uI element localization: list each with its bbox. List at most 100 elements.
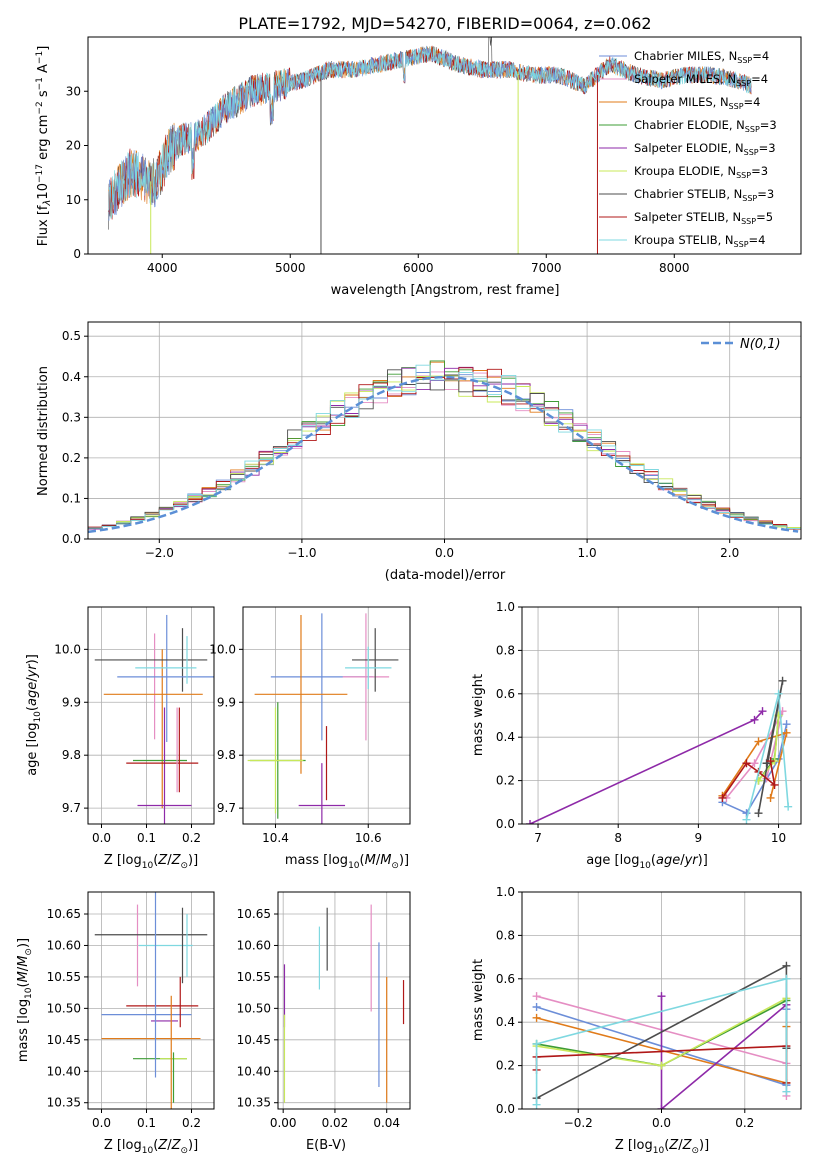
weight-vs-age-marker-chabrier_miles-3 bbox=[782, 720, 791, 729]
mass-vs-ebv-ytick-label-1: 10.40 bbox=[237, 1064, 271, 1078]
weight-vs-age-marker-kroupa_stelib-0 bbox=[742, 815, 751, 824]
weight-vs-age-ytick-label-0: 0.0 bbox=[496, 817, 515, 831]
weight-vs-age-ytick-label-5: 1.0 bbox=[496, 600, 515, 614]
mass-vs-z-panel: Z [log10(Z/Z⊙)] mass [log10(M/M⊙)] 0.0 0.… bbox=[16, 891, 215, 1156]
weight-vs-Z-series-salpeter_elodie bbox=[660, 996, 787, 1109]
mass-vs-Z-ytick-label-4: 10.55 bbox=[47, 970, 81, 984]
weight-vs-age-frame bbox=[521, 606, 802, 825]
weight-vs-Z-marker-kroupa_elodie-1 bbox=[657, 1061, 666, 1070]
weight-vs-age-xlabel: age [log10(age/yr)] bbox=[586, 853, 708, 871]
weight-vs-Z-marker-kroupa_stelib-0 bbox=[532, 1100, 541, 1109]
spectrum-xtick-label-0: 4000 bbox=[147, 261, 178, 275]
age-vs-Z-xtick-label-1: 0.1 bbox=[137, 831, 156, 845]
weight-vs-z-xlabel: Z [log10(Z/Z⊙)] bbox=[615, 1138, 709, 1156]
weight-vs-age-marker-salpeter_elodie-2 bbox=[758, 707, 767, 716]
weight-vs-Z-marker-chabrier_miles-0 bbox=[532, 1003, 541, 1012]
spectrum-ytick-label-3: 30 bbox=[66, 84, 81, 98]
weight-vs-age-marker-kroupa_stelib-2 bbox=[784, 802, 793, 811]
weight-vs-z-panel: Z [log10(Z/Z⊙)] mass weight −0.2 0.0 0.2 0.… bbox=[471, 885, 802, 1156]
residuals-ytick-label-0: 0.0 bbox=[62, 532, 81, 546]
weight-vs-Z-xtick-label-0: −0.2 bbox=[564, 1116, 593, 1130]
weight-vs-Z-ytick-label-3: 0.6 bbox=[496, 972, 515, 986]
spectrum-xtick-label-2: 6000 bbox=[403, 261, 434, 275]
spectrum-legend-label-0: Chabrier MILES, NSSP=4 bbox=[634, 49, 769, 65]
weight-vs-age-ytick-label-1: 0.2 bbox=[496, 774, 515, 788]
mass-vs-ebv-frame bbox=[277, 891, 411, 1110]
spectrum-legend-label-1: Salpeter MILES, NSSP=4 bbox=[634, 72, 768, 88]
spectrum-legend-label-5: Kroupa ELODIE, NSSP=3 bbox=[634, 164, 768, 180]
weight-vs-Z-marker-salpeter_elodie-1 bbox=[657, 1105, 666, 1109]
residuals-ytick-label-4: 0.4 bbox=[62, 370, 81, 384]
spectrum-legend-label-2: Kroupa MILES, NSSP=4 bbox=[634, 95, 760, 111]
mass-vs-Z-ytick-label-0: 10.35 bbox=[47, 1096, 81, 1110]
mass-vs-ebv-panel: E(B-V) 0.00 0.02 0.04 10.35 10.40 10.45 10.50 1… bbox=[237, 891, 411, 1153]
age-vs-mass-xlabel: mass [log10(M/M⊙)] bbox=[285, 853, 409, 871]
age-vs-mass-ytick-label-0: 9.7 bbox=[217, 801, 236, 815]
spectrum-legend-label-3: Chabrier ELODIE, NSSP=3 bbox=[634, 118, 777, 134]
weight-vs-age-marker-salpeter_elodie-1 bbox=[750, 715, 759, 724]
weight-vs-age-ytick-label-4: 0.8 bbox=[496, 643, 515, 657]
spectrum-legend-label-4: Salpeter ELODIE, NSSP=3 bbox=[634, 141, 776, 157]
mass-vs-ebv-ytick-label-0: 10.35 bbox=[237, 1096, 271, 1110]
residuals-ytick-label-1: 0.1 bbox=[62, 491, 81, 505]
spectrum-ytick-label-1: 10 bbox=[66, 193, 81, 207]
residuals-xtick-label-2: 0.0 bbox=[435, 546, 454, 560]
residuals-xtick-label-3: 1.0 bbox=[578, 546, 597, 560]
residuals-panel: (data-model)/error Normed distribution −… bbox=[36, 321, 802, 583]
weight-vs-age-marker-salpeter_stelib-3 bbox=[770, 780, 779, 789]
weight-vs-age-marker-salpeter_elodie-0 bbox=[526, 820, 535, 824]
residuals-hist-kroupa_stelib bbox=[88, 364, 801, 529]
mass-vs-Z-ytick-label-3: 10.50 bbox=[47, 1001, 81, 1015]
mass-vs-Z-xtick-label-0: 0.0 bbox=[92, 1116, 111, 1130]
figure-title: PLATE=1792, MJD=54270, FIBERID=0064, z=0… bbox=[238, 14, 651, 33]
weight-vs-Z-marker-salpeter_miles-0 bbox=[532, 992, 541, 1001]
residuals-hist-salpeter_stelib bbox=[88, 367, 801, 530]
spectrum-ytick-label-2: 20 bbox=[66, 139, 81, 153]
weight-vs-age-marker-salpeter_stelib-4 bbox=[766, 757, 775, 766]
age-vs-mass-ytick-label-1: 9.8 bbox=[217, 748, 236, 762]
weight-vs-age-ytick-label-3: 0.6 bbox=[496, 687, 515, 701]
age-vs-Z-ytick-label-1: 9.8 bbox=[62, 748, 81, 762]
spectrum-panel: wavelength [Angstrom, rest frame] Flux [… bbox=[35, 36, 802, 298]
weight-vs-z-ylabel: mass weight bbox=[471, 959, 486, 1041]
spectrum-xtick-label-3: 7000 bbox=[531, 261, 562, 275]
residuals-xlabel: (data-model)/error bbox=[385, 568, 506, 583]
spectrum-ylabel: Flux [fλ10−17 erg cm−2 s−1 A−1] bbox=[35, 46, 53, 247]
age-vs-Z-xtick-label-0: 0.0 bbox=[92, 831, 111, 845]
age-vs-z-xlabel: Z [log10(Z/Z⊙)] bbox=[104, 853, 198, 871]
age-vs-mass-xtick-label-1: 10.6 bbox=[355, 831, 382, 845]
weight-vs-age-marker-kroupa_miles-3 bbox=[766, 793, 775, 802]
weight-vs-age-xtick-label-2: 9 bbox=[695, 831, 703, 845]
weight-vs-Z-xtick-label-1: 0.0 bbox=[652, 1116, 671, 1130]
weight-vs-Z-marker-kroupa_stelib-1 bbox=[532, 1039, 541, 1048]
residuals-ytick-label-2: 0.2 bbox=[62, 451, 81, 465]
residuals-xtick-label-0: −2.0 bbox=[145, 546, 174, 560]
weight-vs-age-xtick-label-0: 7 bbox=[534, 831, 542, 845]
mass-vs-ebv-ytick-label-3: 10.50 bbox=[237, 1001, 271, 1015]
weight-vs-Z-marker-kroupa_miles-0 bbox=[532, 1013, 541, 1022]
age-vs-mass-ytick-label-2: 9.9 bbox=[217, 695, 236, 709]
weight-vs-Z-ytick-label-5: 1.0 bbox=[496, 885, 515, 899]
age-vs-Z-frame bbox=[87, 606, 215, 825]
spectrum-legend-label-6: Chabrier STELIB, NSSP=3 bbox=[634, 187, 774, 203]
spectrum-ytick-label-0: 0 bbox=[73, 247, 81, 261]
weight-vs-age-marker-salpeter_stelib-1 bbox=[742, 759, 751, 768]
mass-vs-Z-ytick-label-5: 10.60 bbox=[47, 938, 81, 952]
mass-vs-Z-xtick-label-2: 0.2 bbox=[182, 1116, 201, 1130]
age-vs-Z-ytick-label-3: 10.0 bbox=[54, 642, 81, 656]
weight-vs-age-marker-chabrier_stelib-2 bbox=[762, 759, 771, 768]
mass-vs-ebv-xtick-label-2: 0.04 bbox=[373, 1116, 400, 1130]
weight-vs-age-marker-chabrier_stelib-0 bbox=[754, 809, 763, 818]
weight-vs-age-marker-kroupa_stelib-1 bbox=[774, 689, 783, 698]
age-vs-Z-xtick-label-2: 0.2 bbox=[182, 831, 201, 845]
weight-vs-age-xtick-label-3: 10 bbox=[771, 831, 786, 845]
weight-vs-age-ylabel: mass weight bbox=[471, 674, 486, 756]
mass-vs-Z-ytick-label-6: 10.65 bbox=[47, 907, 81, 921]
weight-vs-age-marker-kroupa_miles-1 bbox=[754, 737, 763, 746]
age-vs-mass-panel: mass [log10(M/M⊙)] 10.4 10.6 9.7 9.8 9.9 10.0 bbox=[209, 606, 411, 871]
mass-vs-ebv-ytick-label-4: 10.55 bbox=[237, 970, 271, 984]
weight-vs-age-xtick-label-1: 8 bbox=[614, 831, 622, 845]
mass-vs-ebv-xlabel: E(B-V) bbox=[306, 1138, 346, 1153]
mass-vs-ebv-ytick-label-6: 10.65 bbox=[237, 907, 271, 921]
